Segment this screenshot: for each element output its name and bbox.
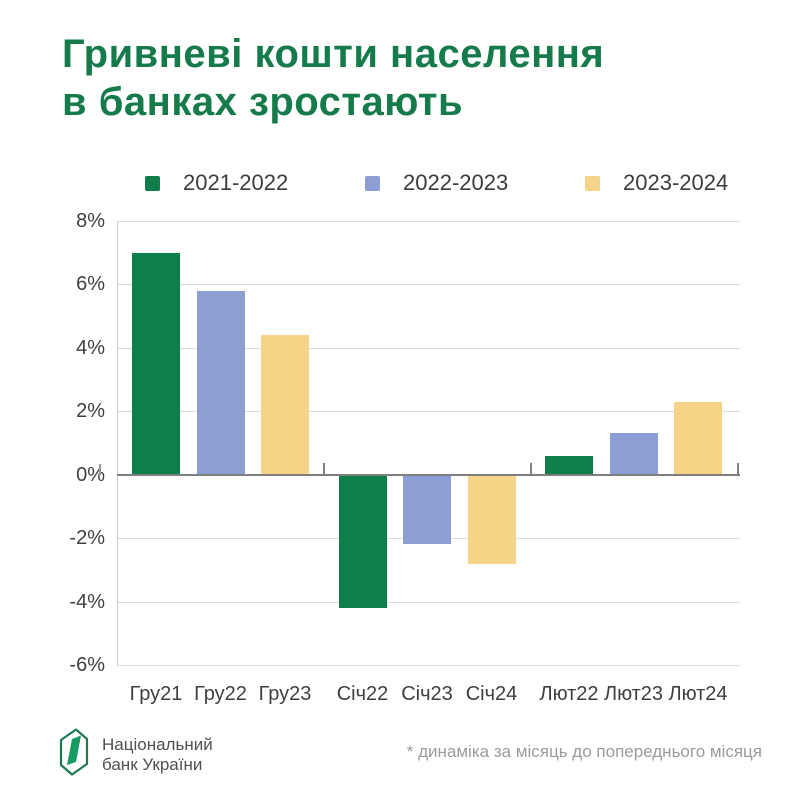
x-axis-label-Січ22: Січ22: [336, 683, 389, 705]
nbu-logo-text-line2: банк України: [102, 754, 203, 774]
y-axis-label--4: -4%: [69, 590, 105, 613]
legend-item-2022-2023: 2022-2023: [365, 170, 508, 196]
zero-axis-tick-left: [99, 463, 101, 475]
x-axis-label-Січ23: Січ23: [401, 683, 453, 705]
legend-swatch-icon: [585, 175, 600, 191]
bar-Гру23: [261, 335, 309, 475]
zero-axis-line: [117, 473, 740, 476]
gridline-6: [117, 284, 740, 286]
zero-axis-tick-1: [322, 462, 325, 475]
x-axis-label-Січ24: Січ24: [465, 683, 518, 705]
page-title-line2: в банках зростають: [62, 80, 464, 124]
gridline--6: [117, 665, 740, 666]
page-title-line1: Гривневі кошти населення: [62, 32, 605, 76]
legend-label: 2021-2022: [183, 170, 289, 195]
bar-Січ22: [338, 474, 387, 608]
zero-axis-tick-2: [529, 462, 532, 475]
y-axis-label--2: -2%: [69, 527, 105, 550]
x-axis-label-Гру23: Гру23: [258, 683, 312, 705]
bar-Січ24: [467, 474, 516, 564]
zero-axis-tick-3: [737, 462, 739, 475]
legend-swatch-icon: [365, 175, 380, 191]
gridline-8: [117, 221, 740, 222]
x-axis-label-Гру22: Гру22: [194, 683, 247, 705]
legend-swatch-icon: [145, 175, 160, 191]
bar-Гру22: [196, 290, 245, 475]
bar-Гру21: [132, 252, 180, 475]
y-axis-label-4: 4%: [76, 336, 105, 359]
x-axis-label-Гру21: Гру21: [129, 683, 183, 705]
bar-Лют23: [609, 433, 658, 475]
bar-Лют22: [545, 455, 593, 475]
page-title: Гривневі кошти населення в банках зроста…: [62, 30, 604, 126]
x-axis-label-Лют24: Лют24: [668, 683, 728, 705]
legend-item-2023-2024: 2023-2024: [585, 170, 728, 196]
nbu-logo-text: Національний банк України: [102, 735, 213, 775]
gridline-4: [117, 347, 740, 349]
y-axis-line: [117, 221, 118, 665]
y-axis-label-8: 8%: [76, 210, 105, 232]
nbu-emblem-icon: [59, 728, 89, 781]
nbu-logo-text-line1: Національний: [102, 734, 213, 754]
bar-Лют24: [674, 401, 722, 475]
x-axis-label-Лют22: Лют22: [539, 683, 599, 705]
legend-item-2021-2022: 2021-2022: [145, 170, 288, 196]
y-axis-label--6: -6%: [69, 654, 105, 676]
legend-label: 2023-2024: [623, 170, 729, 195]
nbu-logo: Національний банк України: [59, 728, 213, 781]
y-axis-label-2: 2%: [76, 400, 105, 423]
y-axis-label-0: 0%: [76, 463, 105, 486]
legend-label: 2022-2023: [403, 170, 509, 195]
y-axis-label-6: 6%: [76, 273, 105, 296]
gridline--4: [117, 601, 740, 603]
gridline-2: [117, 411, 740, 413]
chart-footnote: * динаміка за місяць до попереднього міс…: [406, 742, 762, 761]
x-axis-label-Лют23: Лют23: [603, 683, 664, 705]
bar-Січ23: [403, 474, 451, 545]
